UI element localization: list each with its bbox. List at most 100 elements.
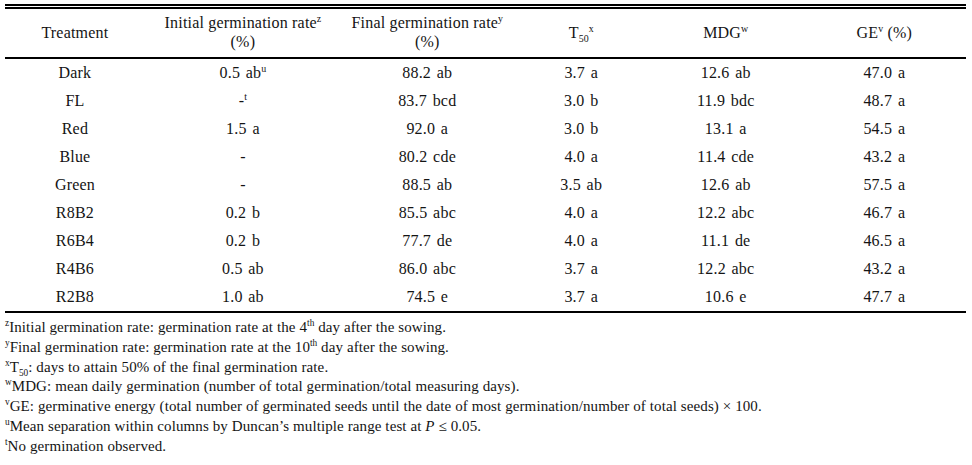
text-segment: 43.2 a (863, 260, 905, 277)
text-segment: 77.7 de (402, 232, 452, 249)
cell-initial-germination-rate: - (145, 171, 341, 199)
header-label: GEv (%) (805, 23, 964, 42)
text-segment: 3.7 a (564, 288, 598, 305)
cell-treatment: Red (5, 115, 145, 143)
cell-ge: 43.2 a (803, 255, 966, 283)
text-segment: 47.0 a (863, 64, 905, 81)
header-cell-initial-germination-rate: Initial germination ratez(%) (145, 7, 341, 59)
text-segment: 47.7 a (863, 288, 905, 305)
text-segment: Blue (59, 148, 90, 165)
footnote-v: vGE: germinative energy (total number of… (5, 397, 966, 417)
text-segment: ≤ 0.05. (435, 418, 482, 434)
text-segment: Final germination rate (352, 14, 499, 31)
text-segment: Initial germination rate (165, 14, 317, 31)
cell-ge: 46.5 a (803, 227, 966, 255)
cell-t50: 3.0 b (514, 115, 649, 143)
table-row-green: Green-88.5 ab3.5 ab12.6 ab57.5 a (5, 171, 966, 199)
text-segment: 0.2 b (226, 204, 261, 221)
cell-mdg: 11.1 de (649, 227, 803, 255)
text-segment: 74.5 e (406, 288, 448, 305)
text-segment: P (425, 418, 434, 434)
cell-treatment: Blue (5, 143, 145, 171)
header-label: Final germination ratey (343, 13, 512, 32)
text-segment: : days to attain 50% of the final germin… (28, 359, 328, 375)
text-segment: No germination observed. (8, 438, 167, 454)
text-segment: 12.6 ab (701, 176, 751, 193)
cell-final-germination-rate: 83.7 bcd (341, 87, 514, 115)
text-segment: 3.0 b (564, 92, 599, 109)
text-segment: 11.1 de (701, 232, 750, 249)
cell-mdg: 11.9 bdc (649, 87, 803, 115)
footnotes: zInitial germination rate: germination r… (5, 318, 966, 457)
header-cell-mdg: MDGw (649, 7, 803, 59)
text-segment: 80.2 cde (399, 148, 456, 165)
text-segment: 3.7 a (564, 260, 598, 277)
text-segment: Initial germination rate: germination ra… (9, 319, 307, 335)
cell-ge: 43.2 a (803, 143, 966, 171)
cell-mdg: 12.2 abc (649, 199, 803, 227)
text-segment: 54.5 a (863, 120, 905, 137)
text-segment: 0.5 ab (220, 64, 262, 81)
cell-final-germination-rate: 77.7 de (341, 227, 514, 255)
table-row-dark: Dark0.5 abu88.2 ab3.7 a12.6 ab47.0 a (5, 58, 966, 87)
header-label: MDGw (651, 23, 801, 42)
cell-initial-germination-rate: 0.5 ab (145, 255, 341, 283)
text-segment: - (240, 176, 246, 193)
table-row-r4b6: R4B60.5 ab86.0 abc3.7 a12.2 abc43.2 a (5, 255, 966, 283)
text-segment: 0.2 b (226, 232, 261, 249)
cell-t50: 3.0 b (514, 87, 649, 115)
cell-initial-germination-rate: - (145, 143, 341, 171)
text-segment: T (569, 24, 579, 41)
footnote-u: uMean separation within columns by Dunca… (5, 417, 966, 437)
text-segment: GE: germinative energy (total number of … (10, 398, 762, 414)
cell-ge: 54.5 a (803, 115, 966, 143)
table-row-red: Red1.5 a92.0 a3.0 b13.1 a54.5 a (5, 115, 966, 143)
text-segment: R4B6 (56, 260, 94, 277)
text-segment: R6B4 (56, 232, 94, 249)
text-segment: 57.5 a (863, 176, 905, 193)
text-segment: - (240, 148, 246, 165)
text-segment: 48.7 a (863, 92, 905, 109)
cell-mdg: 12.6 ab (649, 58, 803, 87)
cell-treatment: R6B4 (5, 227, 145, 255)
text-segment: Green (55, 176, 95, 193)
text-segment: Treatment (41, 24, 108, 41)
cell-final-germination-rate: 88.5 ab (341, 171, 514, 199)
text-segment: 86.0 abc (399, 260, 456, 277)
cell-mdg: 10.6 e (649, 283, 803, 312)
text-segment: Red (62, 120, 88, 137)
header-label: Initial germination ratez (147, 13, 339, 32)
footnote-t: tNo germination observed. (5, 437, 966, 457)
footnote-w: wMDG: mean daily germination (number of … (5, 377, 966, 397)
text-segment: Mean separation within columns by Duncan… (10, 418, 426, 434)
text-segment: MDG: mean daily germination (number of t… (12, 378, 520, 394)
cell-t50: 3.7 a (514, 283, 649, 312)
text-segment: MDG (703, 24, 741, 41)
cell-initial-germination-rate: 0.2 b (145, 199, 341, 227)
text-segment: 46.7 a (863, 204, 905, 221)
cell-treatment: FL (5, 87, 145, 115)
text-segment: (%) (415, 33, 440, 50)
text-segment: 50 (19, 368, 28, 378)
text-segment: z (317, 13, 321, 24)
cell-treatment: Dark (5, 58, 145, 87)
header-unit: (%) (343, 32, 512, 51)
text-segment: 88.5 ab (402, 176, 452, 193)
cell-final-germination-rate: 85.5 abc (341, 199, 514, 227)
header-row: TreatmentInitial germination ratez(%)Fin… (5, 7, 966, 59)
text-segment: 1.5 a (226, 120, 260, 137)
text-segment: (%) (883, 24, 912, 41)
text-segment: (%) (231, 33, 256, 50)
text-segment: 92.0 a (406, 120, 448, 137)
header-cell-final-germination-rate: Final germination ratey(%) (341, 7, 514, 59)
header-cell-ge: GEv (%) (803, 7, 966, 59)
text-segment: 11.4 cde (697, 148, 754, 165)
cell-treatment: R2B8 (5, 283, 145, 312)
cell-initial-germination-rate: 0.2 b (145, 227, 341, 255)
text-segment: 0.5 ab (222, 260, 264, 277)
cell-treatment: R8B2 (5, 199, 145, 227)
header-cell-treatment: Treatment (5, 7, 145, 59)
cell-t50: 4.0 a (514, 227, 649, 255)
cell-ge: 47.0 a (803, 58, 966, 87)
table-row-fl: FL-t83.7 bcd3.0 b11.9 bdc48.7 a (5, 87, 966, 115)
